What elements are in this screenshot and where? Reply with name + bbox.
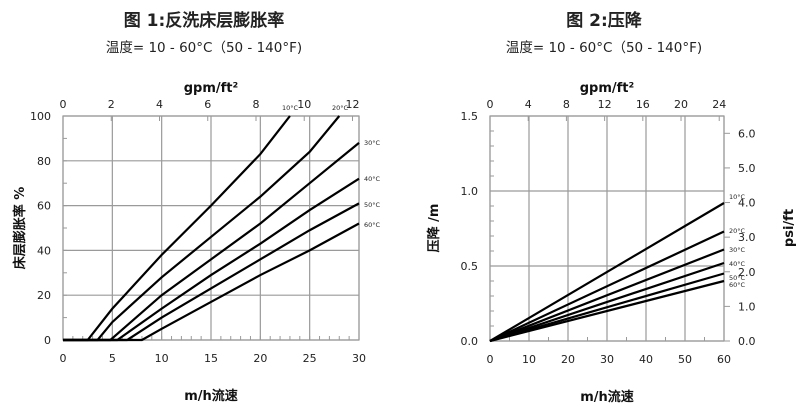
right-tick-label: 3.0 xyxy=(738,231,756,244)
y-tick-label: 40 xyxy=(37,244,51,257)
x-tick-label: 30 xyxy=(600,353,614,366)
top-tick-label: 16 xyxy=(636,98,650,111)
x-tick-label: 60 xyxy=(717,353,731,366)
y-tick-label: 0.5 xyxy=(461,260,479,273)
series-label: 20°C xyxy=(332,104,349,112)
x-tick-label: 30 xyxy=(352,352,366,365)
chart2-title: 图 2:压降 xyxy=(566,11,642,31)
series-line-20C xyxy=(63,115,341,342)
series-line-40C xyxy=(489,261,725,343)
x-tick-label: 50 xyxy=(678,353,692,366)
series-label: 10°C xyxy=(282,104,299,112)
top-tick-label: 24 xyxy=(712,98,726,111)
series-label: 50°C xyxy=(729,274,746,282)
right-tick-label: 1.0 xyxy=(738,300,756,313)
x-tick-label: 5 xyxy=(109,352,116,365)
x-tick-label: 10 xyxy=(155,352,169,365)
y-tick-label: 100 xyxy=(30,110,51,123)
y2-axis-title: psi/ft xyxy=(782,209,797,247)
x-tick-label: 20 xyxy=(561,353,575,366)
top-tick-label: 12 xyxy=(345,98,359,111)
chart1-subtitle: 温度= 10 - 60°C（50 - 140°F) xyxy=(105,40,303,56)
chart2-subtitle: 温度= 10 - 60°C（50 - 140°F) xyxy=(505,40,703,56)
y-tick-label: 20 xyxy=(37,289,51,302)
y-tick-label: 1.0 xyxy=(461,185,479,198)
top-axis-title: gpm/ft² xyxy=(580,81,634,96)
top-tick-label: 8 xyxy=(563,98,570,111)
top-tick-label: 4 xyxy=(525,98,532,111)
series-label: 60°C xyxy=(364,221,381,229)
right-tick-label: 2.0 xyxy=(738,266,756,279)
series-line-60C xyxy=(489,279,725,343)
y-tick-label: 0.0 xyxy=(461,335,479,348)
top-tick-label: 20 xyxy=(674,98,688,111)
top-tick-label: 2 xyxy=(108,98,115,111)
y-axis-title: 床层膨胀率 % xyxy=(12,187,28,270)
top-tick-label: 8 xyxy=(252,98,259,111)
series-label: 10°C xyxy=(729,193,746,201)
x-axis-title: m/h流速 xyxy=(184,388,238,404)
top-tick-label: 6 xyxy=(204,98,211,111)
series-label: 20°C xyxy=(729,227,746,235)
y-axis-title: 压降 /m xyxy=(426,204,442,253)
x-tick-label: 20 xyxy=(253,352,267,365)
x-tick-label: 40 xyxy=(639,353,653,366)
chart1-title: 图 1:反洗床层膨胀率 xyxy=(123,11,285,31)
right-tick-label: 6.0 xyxy=(738,127,756,140)
x-tick-label: 0 xyxy=(487,353,494,366)
series-line-20C xyxy=(489,230,725,342)
top-axis-title: gpm/ft² xyxy=(184,81,238,96)
right-tick-label: 5.0 xyxy=(738,162,756,175)
y-tick-label: 60 xyxy=(37,200,51,213)
series-label: 30°C xyxy=(729,246,746,254)
x-tick-label: 25 xyxy=(303,352,317,365)
y-tick-label: 80 xyxy=(37,155,51,168)
top-tick-label: 0 xyxy=(487,98,494,111)
x-tick-label: 10 xyxy=(522,353,536,366)
chart1-plot: 0 2 4 6 8 10 12 0 5 10 15 20 25 30 0 20 40 60 80 100 gpm/ft²… xyxy=(12,81,381,404)
top-tick-label: 0 xyxy=(60,98,67,111)
y-tick-label: 0 xyxy=(44,334,51,347)
x-tick-label: 15 xyxy=(204,352,218,365)
series-label: 50°C xyxy=(364,201,381,209)
series-line-50C xyxy=(489,272,725,343)
series-label: 40°C xyxy=(364,175,381,183)
x-axis-title: m/h流速 xyxy=(580,389,634,405)
series-line-10C xyxy=(489,202,725,342)
y-tick-label: 1.5 xyxy=(461,110,479,123)
right-tick-label: 4.0 xyxy=(738,197,756,210)
x-tick-label: 0 xyxy=(60,352,67,365)
series-label: 40°C xyxy=(729,260,746,268)
series-label: 30°C xyxy=(364,139,381,147)
right-tick-label: 0.0 xyxy=(738,335,756,348)
series-label: 60°C xyxy=(729,281,746,289)
top-tick-label: 12 xyxy=(598,98,612,111)
top-tick-label: 10 xyxy=(297,98,311,111)
series-line-60C xyxy=(63,222,360,342)
top-tick-label: 4 xyxy=(156,98,163,111)
series-line-30C xyxy=(489,248,725,343)
